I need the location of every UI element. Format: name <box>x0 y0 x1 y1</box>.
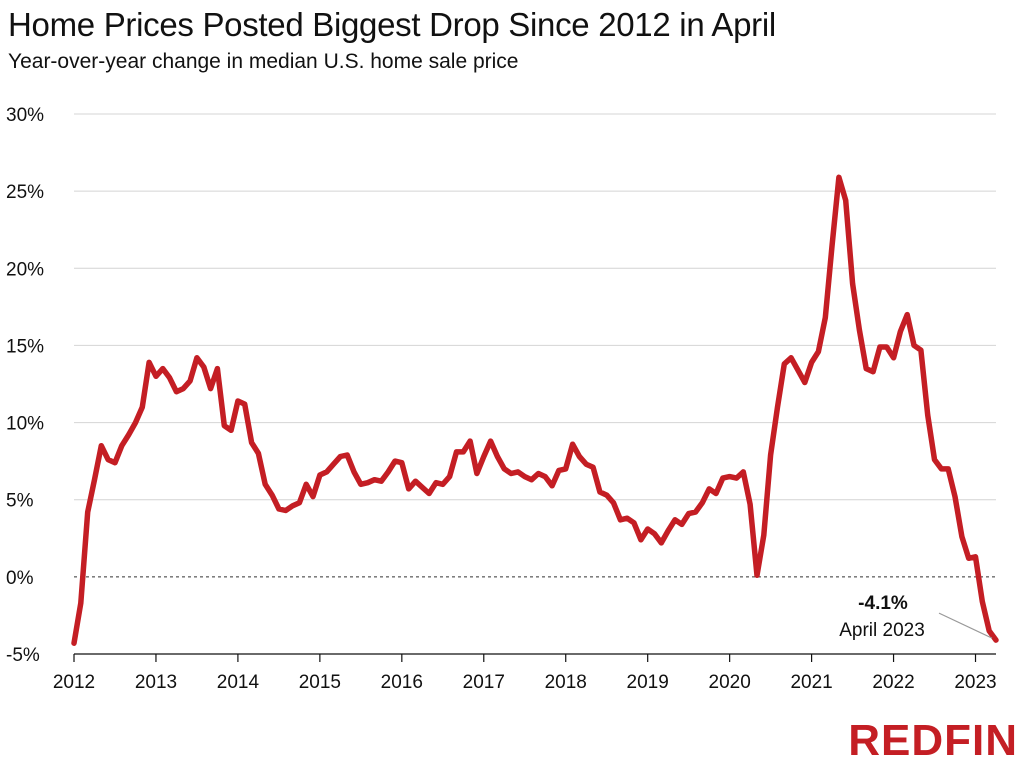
x-tick-label: 2012 <box>53 672 95 693</box>
y-tick-label: 20% <box>6 259 44 280</box>
grid <box>74 113 996 578</box>
x-tick-label: 2021 <box>790 672 832 693</box>
annotation: -4.1% April 2023 <box>839 593 993 641</box>
y-tick-label: 15% <box>6 336 44 357</box>
y-tick-label: 0% <box>6 568 34 589</box>
x-tick-label: 2020 <box>709 672 751 693</box>
x-tick-label: 2014 <box>217 672 260 693</box>
x-tick-label: 2017 <box>463 672 505 693</box>
chart-title: Home Prices Posted Biggest Drop Since 20… <box>8 6 776 43</box>
y-axis: -5% 0% 5% 10% 15% 20% 25% 30% <box>6 105 44 666</box>
series <box>71 174 999 646</box>
y-tick-label: -5% <box>6 645 40 666</box>
x-axis: 2012 2013 2014 2015 2016 2017 2018 2019 2020 2021… <box>53 653 997 693</box>
annotation-value: -4.1% <box>858 593 908 614</box>
series-line <box>71 174 999 646</box>
annotation-leader-line <box>938 612 993 639</box>
y-tick-label: 25% <box>6 182 44 203</box>
y-tick-label: 5% <box>6 491 34 512</box>
x-tick-label: 2019 <box>627 672 669 693</box>
x-tick-label: 2018 <box>545 672 587 693</box>
x-tick-label: 2023 <box>954 672 996 693</box>
y-tick-label: 30% <box>6 105 44 126</box>
x-tick-label: 2015 <box>299 672 341 693</box>
redfin-logo: REDFIN <box>848 716 1018 765</box>
x-tick-label: 2022 <box>872 672 914 693</box>
annotation-label: April 2023 <box>839 620 925 641</box>
chart-subtitle: Year-over-year change in median U.S. hom… <box>8 50 519 73</box>
x-tick-label: 2013 <box>135 672 177 693</box>
y-tick-label: 10% <box>6 414 44 435</box>
x-tick-label: 2016 <box>381 672 423 693</box>
